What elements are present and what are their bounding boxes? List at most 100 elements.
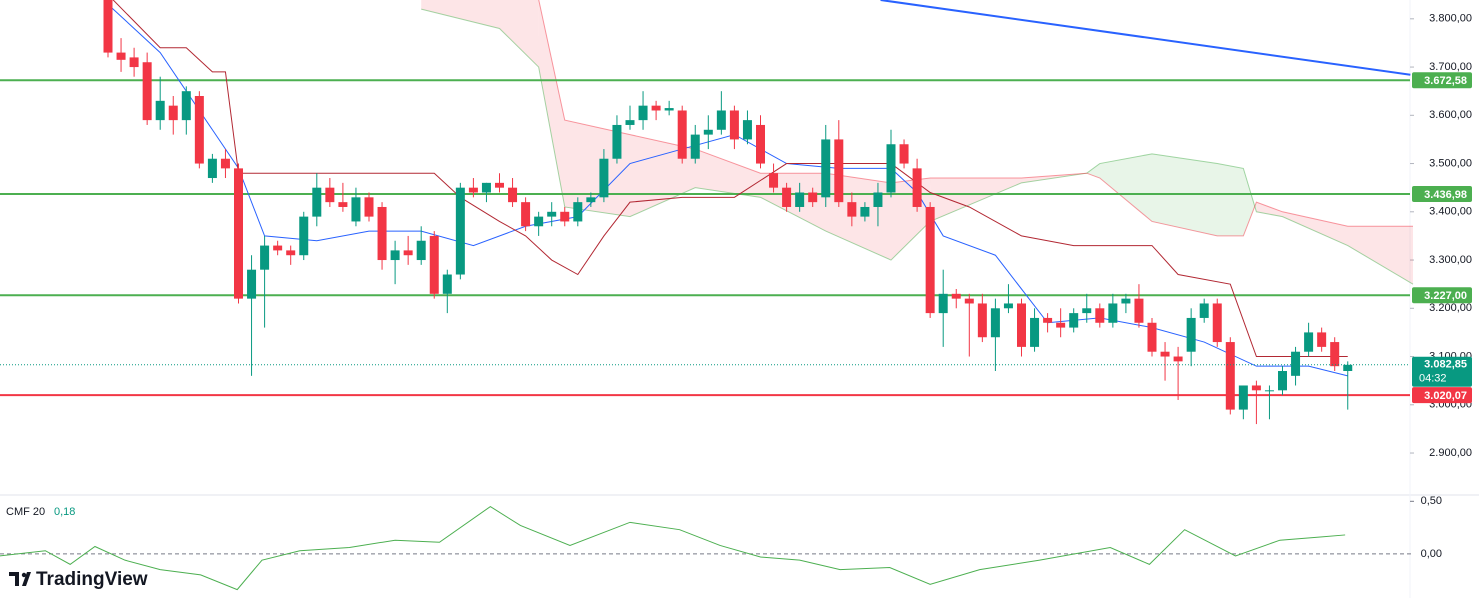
candle-body <box>1186 317 1196 352</box>
candle-body <box>508 187 518 203</box>
candle-body <box>573 202 583 222</box>
candle-body <box>1225 342 1235 410</box>
candle-body <box>1199 303 1209 318</box>
candle-body <box>677 110 687 159</box>
candle-body <box>821 139 831 198</box>
y-tick-label: 3.500,00 <box>1429 157 1472 169</box>
candle-body <box>286 250 296 256</box>
candle-body <box>1056 322 1066 328</box>
last-price-label: 3.082,85 <box>1424 359 1467 371</box>
logo-icon <box>9 572 31 586</box>
candle-body <box>129 57 139 68</box>
candle-body <box>155 100 165 121</box>
candle-body <box>625 120 635 125</box>
candle-body <box>1264 390 1274 392</box>
candle-body <box>599 158 609 198</box>
cloud-segment <box>891 178 931 261</box>
level-badge <box>1412 72 1472 89</box>
candle-body <box>951 293 961 299</box>
candle-body <box>964 298 974 304</box>
candle-body <box>220 158 230 169</box>
level-badge <box>1412 185 1472 202</box>
candle-body <box>742 120 752 140</box>
candle-body <box>860 206 870 217</box>
candle-body <box>1003 303 1013 309</box>
trendline <box>880 0 1411 76</box>
candle-body <box>612 124 622 159</box>
candle-body <box>834 139 844 203</box>
candle-body <box>690 134 700 159</box>
candle-body <box>1212 303 1222 343</box>
candle-body <box>586 197 596 203</box>
level-badge-label: 3.020,07 <box>1424 390 1467 402</box>
candle-body <box>1251 385 1261 391</box>
cmf-tick-label: 0,00 <box>1421 548 1442 560</box>
y-tick-label: 3.400,00 <box>1429 206 1472 218</box>
level-badge <box>1412 387 1472 404</box>
level-badge-label: 3.672,58 <box>1424 75 1467 87</box>
candle-body <box>782 187 792 207</box>
candle-body <box>116 52 126 60</box>
candle-body <box>990 308 1000 338</box>
candle-body <box>703 129 713 135</box>
candle-body <box>808 192 818 203</box>
candle-body <box>1173 356 1183 362</box>
y-tick-label: 3.700,00 <box>1429 61 1472 73</box>
candle-body <box>938 293 948 314</box>
cmf-title: CMF 20 <box>6 506 45 518</box>
y-tick-label: 2.900,00 <box>1429 447 1472 459</box>
candle-body <box>181 91 191 121</box>
candle-body <box>103 0 113 53</box>
candle-body <box>1304 332 1314 352</box>
candle-body <box>664 108 674 111</box>
candle-body <box>547 211 557 217</box>
candle-body <box>1317 332 1327 347</box>
brand: TradingView <box>36 569 148 590</box>
candle-body <box>912 168 922 207</box>
candle-body <box>847 202 857 217</box>
candle-body <box>247 269 257 299</box>
candle-body <box>207 158 217 179</box>
candle-body <box>468 187 478 193</box>
logo: TradingView <box>9 569 148 590</box>
candle-body <box>234 168 243 299</box>
candle-body <box>560 211 570 222</box>
candle-body <box>1343 364 1353 372</box>
candle-body <box>873 192 883 207</box>
cloud-segment <box>1243 168 1257 236</box>
candle-body <box>1108 303 1118 323</box>
candle-body <box>1278 371 1287 391</box>
candle-body <box>756 124 765 164</box>
candle-body <box>1121 298 1131 304</box>
candle-body <box>729 110 739 140</box>
candle-body <box>273 245 283 251</box>
candle-body <box>795 192 805 207</box>
candle-body <box>364 197 374 217</box>
y-tick-label: 3.300,00 <box>1429 254 1472 266</box>
cloud-segment <box>1086 163 1100 179</box>
candle-body <box>638 105 648 121</box>
candle-body <box>377 206 387 261</box>
candle-body <box>168 105 178 121</box>
cloud-span-b <box>421 0 1413 237</box>
candle-body <box>325 187 335 203</box>
candle-body <box>521 202 531 227</box>
cloud-segment <box>1099 153 1152 222</box>
candle-body <box>716 110 726 130</box>
cloud-segment <box>499 0 539 68</box>
candle-body <box>403 250 413 256</box>
cloud-segment <box>695 149 761 198</box>
candle-body <box>1238 385 1248 410</box>
cloud-segment <box>421 0 500 29</box>
level-badge-label: 3.227,00 <box>1424 290 1467 302</box>
candle-body <box>1095 308 1105 323</box>
candle-body <box>534 216 544 227</box>
candle-body <box>338 202 348 207</box>
last-price-badge <box>1412 356 1472 387</box>
cloud-segment <box>1282 211 1348 246</box>
logo-dot <box>21 572 27 578</box>
countdown-label: 04:32 <box>1419 373 1447 385</box>
candle-body <box>1134 298 1144 323</box>
candle-body <box>1160 351 1170 357</box>
